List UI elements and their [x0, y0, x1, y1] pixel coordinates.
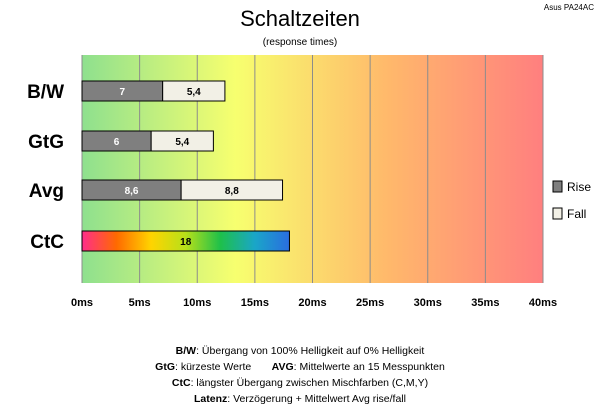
footnote-line-ctc: CtC: längster Übergang zwischen Mischfar…	[171, 377, 429, 389]
x-tick-label: 40ms	[529, 297, 557, 309]
bar-fall-label: 8,8	[225, 186, 239, 197]
legend-label-fall: Fall	[567, 207, 586, 221]
footnote-line-latency: Latenz: Verzögerung + Mittelwert Avg ris…	[194, 393, 406, 405]
footnote-line-bw: B/W: Übergang von 100% Helligkeit auf 0%…	[175, 345, 425, 357]
chart-subtitle: (response times)	[262, 37, 338, 48]
bar-fall-label: 5,4	[175, 137, 189, 148]
category-label: CtC	[30, 232, 64, 253]
x-tick-label: 35ms	[471, 297, 499, 309]
bar-rise-label: 8,6	[125, 186, 139, 197]
x-tick-label: 0ms	[71, 297, 93, 309]
bar-ctc	[81, 230, 290, 252]
bar-fall	[162, 80, 226, 102]
x-tick-label: 5ms	[129, 297, 151, 309]
bar-fall-label: 5,4	[187, 87, 201, 98]
bar-ctc-label: 18	[180, 237, 192, 248]
category-label: B/W	[27, 82, 64, 103]
legend-label-rise: Rise	[567, 180, 591, 194]
x-tick-label: 15ms	[241, 297, 269, 309]
chart-footnote: B/W: Übergang von 100% Helligkeit auf 0%…	[0, 343, 600, 407]
footnote-line-gtg-avg: GtG: kürzeste Werte AVG: Mittelwerte an …	[155, 361, 445, 373]
bar-rise-label: 7	[120, 87, 126, 98]
category-label: Avg	[29, 181, 64, 202]
response-time-chart: 0ms 5ms 10ms 15ms 20ms 25ms 30ms 35ms 40ms B/W 7 5,…	[27, 55, 591, 309]
bar-fall	[150, 130, 214, 152]
bar-fall	[180, 179, 284, 201]
x-tick-label: 20ms	[298, 297, 326, 309]
chart-title: Schaltzeiten	[240, 6, 360, 31]
category-label: GtG	[28, 132, 64, 153]
x-tick-label: 10ms	[183, 297, 211, 309]
legend-swatch-rise	[552, 180, 563, 193]
monitor-model-label: Asus PA24AC	[543, 3, 594, 12]
legend-swatch-fall	[552, 207, 563, 220]
x-tick-label: 25ms	[356, 297, 384, 309]
bar-rise-label: 6	[114, 137, 120, 148]
x-tick-label: 30ms	[414, 297, 442, 309]
